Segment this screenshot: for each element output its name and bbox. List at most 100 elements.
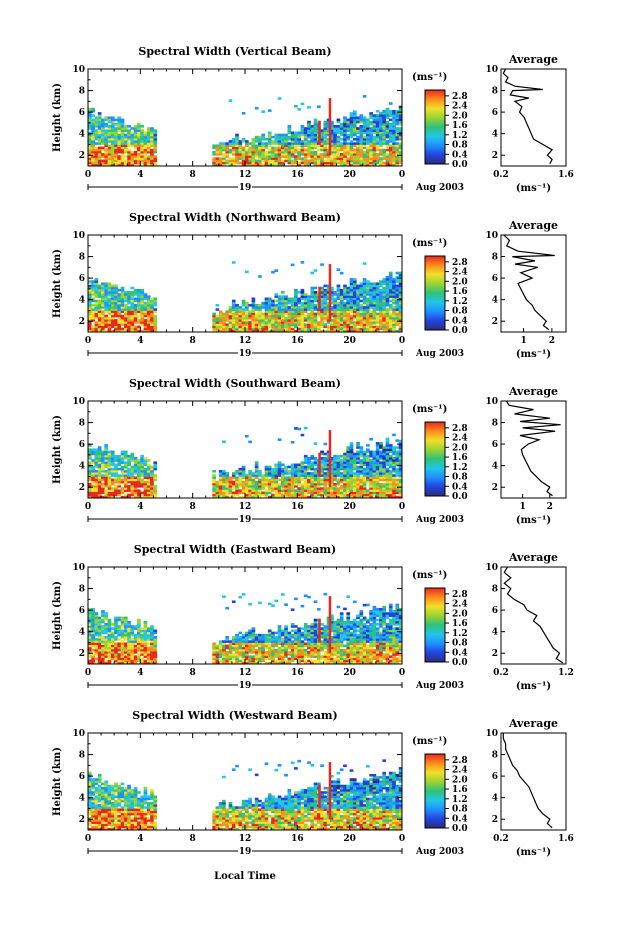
heatmap-cell	[395, 112, 400, 115]
heatmap-cell	[88, 614, 92, 617]
average-y-tick-label: 2	[492, 317, 498, 327]
colorbar-bar	[424, 89, 446, 165]
heatmap-cell	[382, 327, 387, 331]
heatmap-cell	[143, 159, 148, 163]
heatmap-cell	[392, 284, 396, 288]
heatmap-cell	[398, 323, 403, 326]
heatmap-cell	[310, 482, 315, 486]
heatmap-cell	[117, 618, 122, 622]
heatmap-cell	[222, 329, 226, 333]
heatmap-cell	[352, 327, 357, 331]
heatmap-cell	[228, 491, 233, 495]
heatmap-cell	[307, 323, 311, 326]
heatmap-cell	[127, 495, 131, 499]
heatmap-cell	[388, 109, 393, 113]
heatmap-cell	[133, 312, 138, 316]
heatmap-cell	[362, 125, 367, 128]
heatmap-cell	[328, 430, 332, 488]
heatmap-cell	[140, 297, 144, 301]
heatmap-cell	[238, 148, 243, 152]
heatmap-cell	[277, 321, 282, 324]
heatmap-cell	[130, 642, 135, 645]
heatmap-cell	[346, 301, 351, 305]
heatmap-cell	[284, 465, 288, 469]
heatmap-cell	[91, 476, 95, 479]
heatmap-cell	[271, 306, 275, 309]
heatmap-cell	[303, 459, 308, 462]
heatmap-cell	[366, 329, 370, 333]
heatmap-cell	[114, 288, 118, 292]
heatmap-cell	[117, 648, 122, 652]
heatmap-cell	[366, 133, 370, 137]
heatmap-cell	[379, 446, 383, 449]
heatmap-cell	[104, 653, 109, 656]
heatmap-cell	[287, 465, 292, 469]
heatmap-cell	[280, 299, 285, 303]
heatmap-cell	[137, 310, 141, 313]
heatmap-cell	[140, 137, 144, 141]
heatmap-cell	[323, 442, 328, 446]
heatmap-cell	[215, 146, 220, 150]
heatmap-cell	[133, 635, 138, 639]
x-tick-label: 8	[190, 502, 196, 512]
heatmap-cell	[248, 150, 252, 154]
heatmap-cell	[212, 478, 216, 482]
heatmap-cell	[97, 482, 102, 486]
heatmap-cell	[352, 463, 357, 467]
heatmap-cell	[225, 480, 230, 484]
heatmap-cell	[120, 452, 125, 456]
heatmap-cell	[94, 291, 99, 294]
heatmap-cell	[114, 150, 118, 154]
heatmap-cell	[359, 450, 364, 454]
heatmap-cell	[110, 129, 115, 132]
heatmap-cell	[349, 278, 354, 281]
heatmap-cell	[254, 148, 259, 152]
heatmap-cell	[264, 144, 269, 147]
heatmap-cell	[372, 476, 377, 479]
heatmap-cell	[346, 163, 351, 167]
heatmap-cell	[222, 319, 226, 322]
heatmap-cell	[385, 159, 390, 163]
heatmap-cell	[277, 469, 282, 473]
heatmap-cell	[359, 454, 364, 458]
heatmap-cell	[287, 323, 292, 326]
heatmap-cell	[264, 485, 269, 488]
heatmap-cell	[123, 620, 128, 624]
heatmap-cell	[94, 312, 99, 316]
heatmap-cell	[349, 135, 354, 139]
heatmap-cell	[225, 476, 230, 479]
heatmap-cell	[310, 125, 315, 128]
heatmap-cell	[320, 308, 324, 311]
heatmap-cell	[114, 325, 118, 329]
heatmap-cell	[339, 310, 344, 313]
heatmap-cell	[339, 137, 344, 141]
heatmap-cell	[323, 131, 328, 135]
heatmap-cell	[294, 299, 298, 303]
heatmap-cell	[336, 493, 341, 497]
heatmap-cell	[94, 303, 99, 307]
heatmap-cell	[267, 329, 272, 333]
heatmap-cell	[392, 291, 396, 294]
heatmap-cell	[91, 625, 95, 628]
heatmap-cell	[212, 316, 216, 320]
heatmap-cell	[143, 655, 148, 658]
heatmap-cell	[277, 303, 282, 307]
heatmap-cell	[107, 293, 112, 296]
heatmap-cell	[392, 286, 396, 290]
heatmap-cell	[133, 644, 138, 648]
heatmap-cell	[307, 159, 311, 163]
heatmap-cell	[346, 450, 351, 454]
heatmap-cell	[271, 474, 275, 477]
heatmap-cell	[326, 153, 331, 156]
heatmap-cell	[362, 140, 367, 143]
heatmap-cell	[362, 323, 367, 326]
colorbar-tick-label: 1.2	[452, 131, 468, 141]
heatmap-cell	[382, 125, 387, 128]
heatmap-cell	[294, 150, 298, 154]
heatmap-cell	[359, 327, 364, 331]
heatmap-cell	[349, 454, 354, 458]
heatmap-cell	[228, 314, 233, 318]
heatmap-cell	[366, 316, 370, 320]
heatmap-cell	[130, 133, 135, 137]
